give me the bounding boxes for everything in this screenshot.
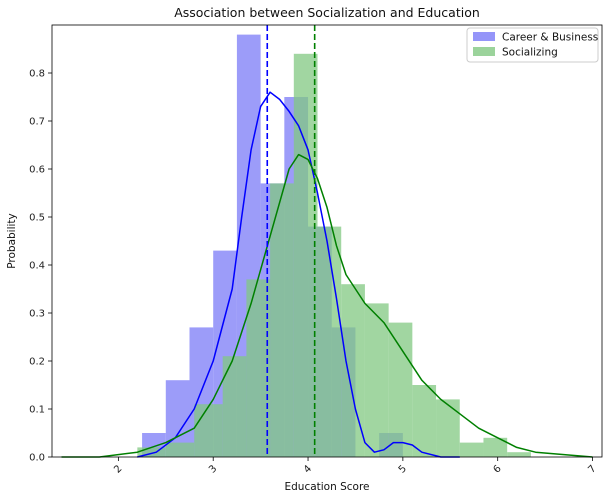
legend-box: [466, 27, 599, 63]
kde-curves: [61, 91, 593, 458]
plot-frame: [51, 24, 603, 458]
bar-socializing: [270, 183, 294, 457]
legend-swatch-career-business: [473, 32, 495, 41]
bar-socializing: [137, 447, 166, 457]
legend-label-career-business: Career & Business: [502, 32, 598, 44]
legend: Career & Business Socializing: [466, 27, 599, 63]
bar-socializing: [246, 279, 271, 457]
x-axis-title: Education Score: [284, 481, 369, 493]
legend-label-socializing: Socializing: [502, 47, 558, 59]
y-tick-label: 0.0: [29, 453, 45, 464]
y-tick-label: 0.8: [29, 69, 45, 80]
legend-swatch-socializing: [473, 47, 495, 56]
bar-socializing: [483, 437, 508, 457]
y-tick-label: 0.5: [29, 213, 45, 224]
bar-socializing: [459, 442, 484, 457]
y-tick-label: 0.6: [29, 165, 45, 176]
y-tick-label: 0.7: [29, 117, 45, 128]
bar-socializing: [222, 356, 247, 457]
bar-socializing: [341, 284, 365, 457]
bar-socializing: [436, 399, 460, 457]
y-tick-label: 0.1: [29, 405, 45, 416]
bar-career-business: [165, 380, 190, 457]
bar-socializing: [364, 303, 389, 457]
bar-socializing: [194, 404, 223, 457]
y-axis-title: Probability: [6, 213, 18, 269]
bar-socializing: [317, 226, 342, 457]
y-axis-ticks: 0.0 0.1 0.2 0.3 0.4 0.5 0.6 0.7 0.8: [29, 69, 52, 464]
bar-socializing: [165, 442, 195, 457]
y-tick-label: 0.2: [29, 357, 45, 368]
chart-title: Association between Socialization and Ed…: [174, 5, 480, 20]
bar-socializing: [412, 385, 437, 457]
kde-line-socializing: [61, 153, 593, 458]
bar-socializing: [507, 452, 531, 457]
bar-socializing: [388, 322, 413, 457]
y-tick-label: 0.3: [29, 309, 45, 320]
kde-line-career-business: [137, 91, 460, 458]
y-tick-label: 0.4: [29, 261, 45, 272]
mean-lines: [266, 25, 316, 457]
